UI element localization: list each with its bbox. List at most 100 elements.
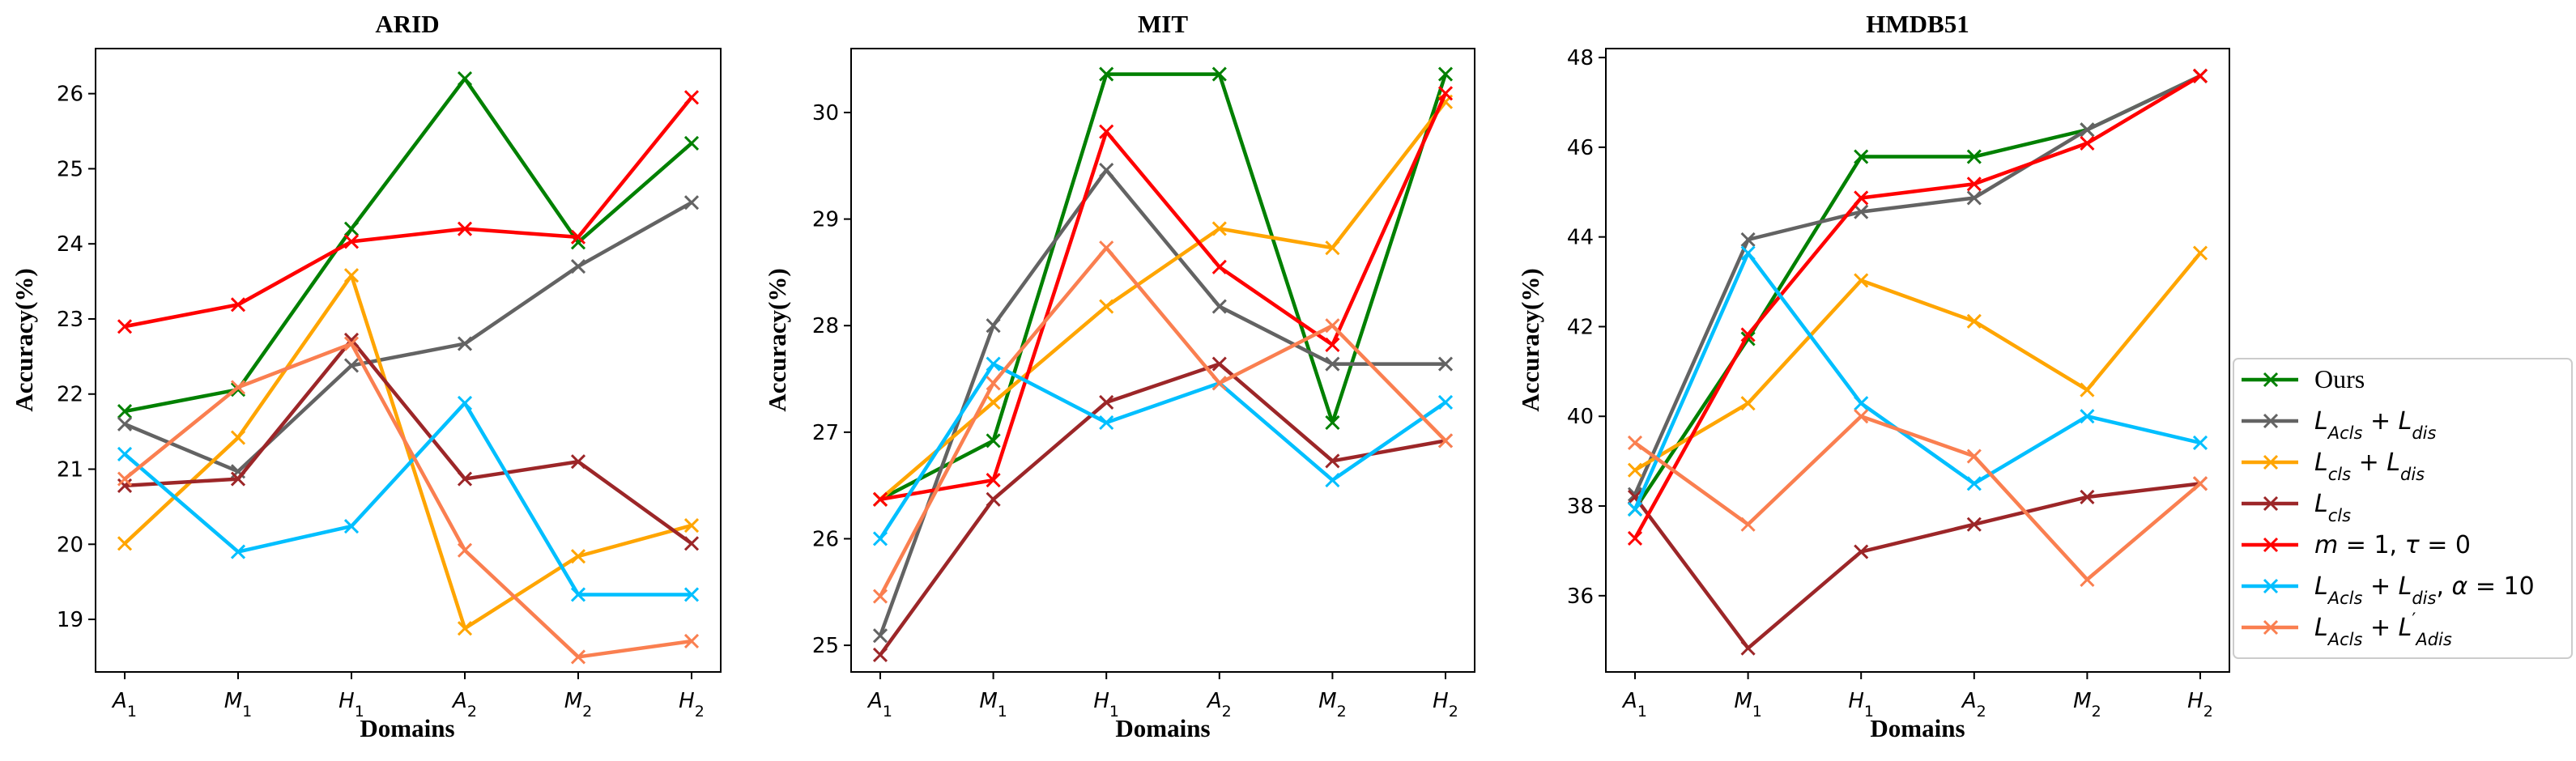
x-axis-label: Domains xyxy=(360,714,454,742)
chart-panel-hmdb51: HMDB51 Domains Accuracy(%) A1 M1 H1 A2 M2 H2 3… xyxy=(1516,10,2230,742)
y-axis-label: Accuracy(%) xyxy=(763,268,791,411)
x-tick-label: M1 xyxy=(979,689,1007,721)
series-l-acls-l-dis xyxy=(117,195,700,479)
data-point xyxy=(1854,190,1869,206)
data-point xyxy=(117,536,133,551)
legend-marker xyxy=(2263,537,2279,553)
x-tick-label: M2 xyxy=(564,689,593,721)
y-tick-label: 46 xyxy=(1567,136,1594,160)
data-point xyxy=(457,621,473,636)
legend-item: LAcls + L′Adis xyxy=(2242,610,2452,649)
data-point xyxy=(1854,544,1869,559)
data-point xyxy=(1211,376,1227,391)
data-point xyxy=(1211,259,1227,274)
data-point xyxy=(343,358,360,373)
data-point xyxy=(2080,572,2095,587)
data-point xyxy=(230,297,246,312)
data-point xyxy=(117,404,133,419)
plot-frame xyxy=(95,48,722,673)
plot-frame xyxy=(850,48,1475,673)
x-tick-label: A2 xyxy=(1206,689,1232,721)
x-tick-label: H2 xyxy=(679,689,705,721)
data-point xyxy=(683,135,700,151)
data-point xyxy=(570,549,586,564)
data-point xyxy=(1854,409,1869,424)
x-tick-label: A1 xyxy=(1621,689,1647,721)
data-point xyxy=(2192,245,2208,261)
data-point xyxy=(683,633,700,649)
data-point xyxy=(1740,517,1756,532)
y-tick-label: 29 xyxy=(812,208,839,232)
legend-item: Lcls xyxy=(2242,490,2351,525)
data-point xyxy=(1966,449,1982,464)
data-point xyxy=(986,473,1001,488)
data-point xyxy=(1325,356,1340,372)
data-point xyxy=(1211,356,1227,372)
series-l-cls-l-dis xyxy=(117,268,700,636)
data-point xyxy=(1966,190,1982,206)
data-point xyxy=(872,628,888,644)
data-point xyxy=(570,649,586,665)
series-line xyxy=(1633,251,2201,510)
legend-marker xyxy=(2263,413,2279,429)
chart-panel-arid: ARID Domains Accuracy(%) A1 M1 H1 A2 M2 H2 19 2… xyxy=(10,10,722,742)
y-tick-label: 48 xyxy=(1567,46,1594,70)
x-tick-label: A1 xyxy=(111,689,137,721)
legend-label: Ours xyxy=(2314,364,2365,393)
series-line xyxy=(124,201,693,474)
data-point xyxy=(343,518,360,534)
series-ours xyxy=(872,66,1454,507)
axis-ticks: A1 M1 H1 A2 M2 H2 25 26 27 28 29 30 xyxy=(812,101,1458,721)
data-point xyxy=(1966,476,1982,491)
data-point xyxy=(230,471,246,487)
data-point xyxy=(2080,382,2095,398)
data-point xyxy=(1627,435,1643,450)
y-tick-label: 23 xyxy=(57,308,83,332)
data-point xyxy=(1854,204,1869,219)
legend-marker xyxy=(2263,495,2279,512)
data-point xyxy=(1325,240,1340,256)
data-point xyxy=(1099,415,1114,431)
data-point xyxy=(1854,149,1869,164)
legend-marker xyxy=(2263,619,2279,636)
data-point xyxy=(2192,68,2208,83)
series-m-1-0 xyxy=(1627,68,2208,546)
data-point xyxy=(2192,476,2208,491)
data-point xyxy=(1854,396,1869,411)
y-tick-label: 21 xyxy=(57,458,83,483)
x-tick-label: H2 xyxy=(2187,689,2213,721)
data-point xyxy=(1966,517,1982,532)
data-point xyxy=(2080,122,2095,138)
x-tick-label: H1 xyxy=(1848,689,1874,721)
y-tick-label: 27 xyxy=(812,421,839,445)
series-m-1-0 xyxy=(872,86,1454,507)
series-layer xyxy=(872,66,1454,663)
y-tick-label: 25 xyxy=(812,634,839,658)
data-point xyxy=(2192,435,2208,450)
plot-frame xyxy=(1605,48,2230,673)
data-point xyxy=(683,90,700,105)
data-point xyxy=(1211,221,1227,236)
series-layer xyxy=(1627,68,2208,656)
data-point xyxy=(457,71,473,87)
data-point xyxy=(1325,337,1340,352)
series-l-acls-l-adis xyxy=(872,240,1454,604)
y-tick-label: 40 xyxy=(1567,405,1594,429)
y-tick-label: 22 xyxy=(57,383,83,407)
series-m-1-0 xyxy=(117,90,700,334)
data-point xyxy=(570,454,586,470)
data-point xyxy=(117,478,133,493)
data-point xyxy=(230,430,246,445)
y-tick-label: 25 xyxy=(57,157,83,181)
series-line xyxy=(123,401,692,597)
legend-item: Ours xyxy=(2242,364,2365,393)
data-point xyxy=(457,336,473,351)
data-point xyxy=(1966,149,1982,164)
data-point xyxy=(1099,394,1114,410)
data-point xyxy=(986,433,1001,449)
y-tick-label: 20 xyxy=(57,533,83,557)
series-line xyxy=(879,92,1448,501)
series-line xyxy=(124,76,693,414)
data-point xyxy=(986,356,1001,372)
